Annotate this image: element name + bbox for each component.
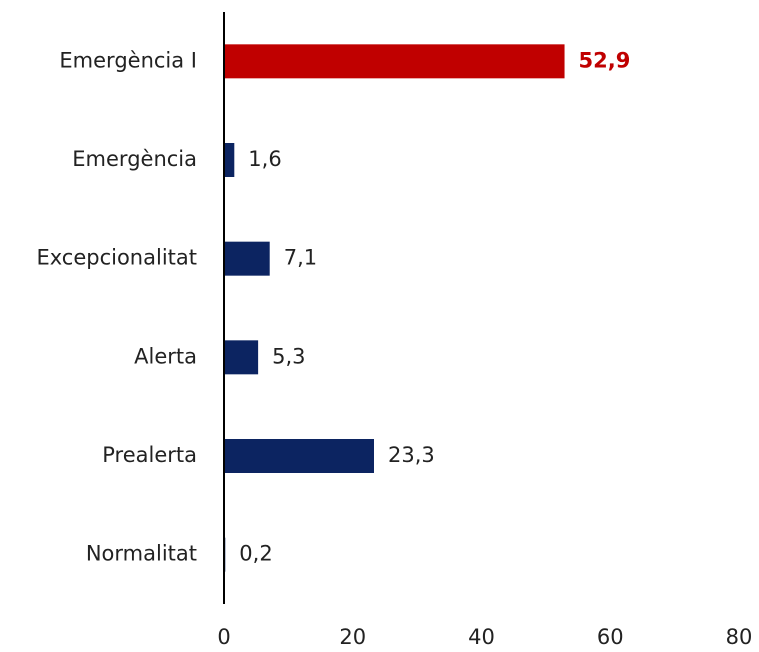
y-tick-label: Prealerta [102,443,197,467]
x-tick-label: 80 [726,625,753,649]
value-label: 0,2 [239,542,272,566]
value-label: 23,3 [388,443,435,467]
x-tick-label: 0 [217,625,230,649]
value-label: 7,1 [284,246,317,270]
bar [224,44,565,79]
value-label: 1,6 [248,147,281,171]
y-tick-label: Normalitat [86,542,197,566]
x-tick-label: 60 [597,625,624,649]
y-tick-label: Alerta [134,344,197,368]
x-tick-label: 40 [468,625,495,649]
value-label: 5,3 [272,344,305,368]
y-tick-label: Emergència I [59,48,197,72]
bar [224,340,259,375]
x-tick-label: 20 [339,625,366,649]
bar [224,143,235,177]
bar [224,241,270,276]
y-tick-label: Excepcionalitat [36,246,197,270]
bar [224,439,374,473]
y-tick-label: Emergència [72,147,197,171]
value-label: 52,9 [579,48,631,72]
